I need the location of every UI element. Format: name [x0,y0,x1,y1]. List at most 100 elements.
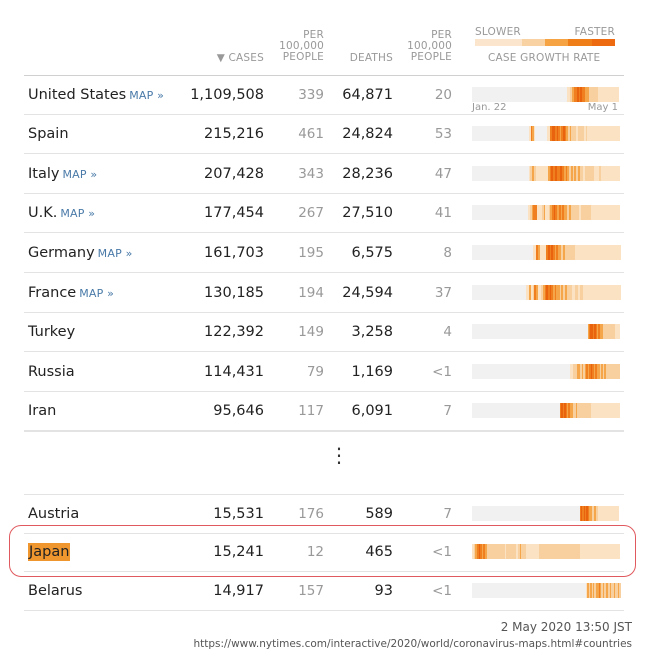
sparkline-cell [519,126,521,141]
sparkline-cell [572,506,575,521]
cases-value: 161,703 [204,245,264,261]
sparkline-cell [476,403,478,418]
sparkline-cell [553,324,555,339]
table-row[interactable]: Belarus 14,917 157 93 <1 [24,572,624,611]
country-name[interactable]: Spain [28,115,69,153]
sparkline-cell [569,126,572,141]
sparkline-cell [527,126,529,141]
country-name[interactable]: Russia [28,353,75,391]
country-name[interactable]: U.K. MAP » [28,194,95,233]
map-link[interactable]: MAP » [62,168,98,181]
sparkline-cell [616,583,619,598]
sparkline-cell [527,324,530,339]
sparkline-cell [519,364,521,379]
sparkline-cell [599,364,602,379]
map-link[interactable]: MAP » [129,89,165,102]
sparkline-cell [475,205,478,220]
cases-header[interactable]: ▼ CASES [216,52,264,64]
country-label: Spain [28,126,69,142]
sparkline-cell [563,205,566,220]
map-link[interactable]: MAP » [60,207,96,220]
table-row[interactable]: Spain 215,216 461 24,824 53 [24,115,624,154]
sparkline-cell [571,364,573,379]
sparkline-cell [493,87,496,102]
sparkline-cell [482,403,484,418]
sparkline-cell [593,403,596,418]
sparkline-cell [520,583,523,598]
table-row[interactable]: Turkey 122,392 149 3,258 4 [24,313,624,352]
sparkline-cell [570,506,572,521]
sparkline-cell [602,126,604,141]
sparkline-cell [522,245,525,260]
country-name[interactable]: Japan [28,533,71,571]
sparkline-cell [473,166,476,181]
sparkline-cell [545,205,547,220]
table-row[interactable]: Japan 15,241 12 465 <1 [24,533,624,572]
table-row[interactable]: Russia 114,431 79 1,169 <1 [24,353,624,392]
sparkline-cell [496,87,498,102]
sparkline-cell [550,324,553,339]
sparkline-cell [534,364,536,379]
sparkline-cell [526,403,529,418]
table-row[interactable]: U.K. MAP » 177,454 267 27,510 41 [24,194,624,233]
country-name[interactable]: Germany MAP » [28,234,133,273]
sparkline-cell [613,544,615,559]
sparkline-cell [501,126,503,141]
sparkline-cell [537,285,540,300]
table-row[interactable]: United States MAP » 1,109,508 339 64,871 20 Ja… [24,76,624,115]
deaths-value: 6,575 [351,245,393,261]
sparkline-cell [537,324,539,339]
sparkline-cell [591,324,593,339]
map-link[interactable]: MAP » [97,247,133,260]
country-name[interactable]: Turkey [28,313,75,351]
sparkline-cell [513,403,516,418]
map-link[interactable]: MAP » [79,287,115,300]
table-row[interactable]: Austria 15,531 176 589 7 [24,495,624,534]
sparkline-cell [506,87,508,102]
sparkline-cell [549,324,551,339]
table-row[interactable]: Iran 95,646 117 6,091 7 [24,392,624,431]
table-row[interactable]: Germany MAP » 161,703 195 6,575 8 [24,234,624,273]
growth-rate-sparkline [472,324,621,339]
country-name[interactable]: Belarus [28,572,83,610]
source-url[interactable]: https://www.nytimes.com/interactive/2020… [193,638,632,650]
country-name[interactable]: Italy MAP » [28,155,97,194]
sparkline-cell [527,285,530,300]
sparkline-cell [480,166,483,181]
axis-end-label: May 1 [587,102,618,113]
sparkline-cell [618,126,620,141]
sparkline-cell [592,87,594,102]
deaths-value: 64,871 [342,87,393,103]
sparkline-cell [483,506,486,521]
country-name[interactable]: Austria [28,495,79,533]
sparkline-cell [539,87,541,102]
sparkline-cell [515,126,518,141]
sparkline-cell [526,245,528,260]
sparkline-cell [608,245,611,260]
sparkline-cell [519,506,522,521]
sparkline-cell [576,166,578,181]
sparkline-cell [573,245,575,260]
sparkline-cell [514,506,516,521]
sparkline-cell [514,245,516,260]
sparkline-cell [511,205,513,220]
sparkline-cell [614,403,616,418]
sparkline-cell [503,324,505,339]
table-row[interactable]: Italy MAP » 207,428 343 28,236 47 [24,155,624,194]
sparkline-cell [504,205,507,220]
sparkline-cell [563,87,565,102]
sparkline-cell [545,544,548,559]
sparkline-cell [556,324,558,339]
country-name[interactable]: Iran [28,392,56,430]
deaths-header[interactable]: DEATHS [349,52,393,64]
country-name[interactable]: France MAP » [28,274,114,313]
country-name[interactable]: United States MAP » [28,76,164,115]
sparkline-cell [514,544,517,559]
sparkline-cell [515,403,517,418]
table-row[interactable]: France MAP » 130,185 194 24,594 37 [24,274,624,313]
sparkline-cell [540,87,542,102]
sparkline-cell [580,364,582,379]
cases-value: 114,431 [204,364,264,380]
sparkline-cell [497,245,499,260]
sparkline-cell [615,245,618,260]
